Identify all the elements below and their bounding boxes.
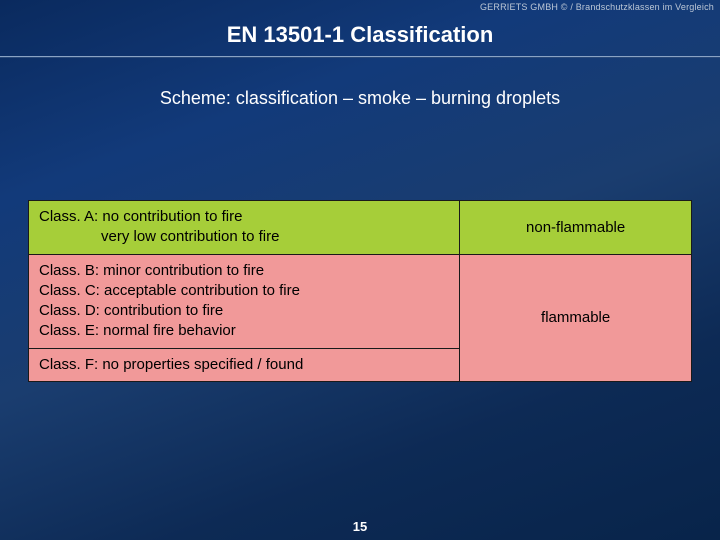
classification-table: Class. A: no contribution to fire very lo… xyxy=(28,200,692,382)
class-cell: Class. A: no contribution to fire very lo… xyxy=(29,201,460,255)
class-line: Class. C: acceptable contribution to fir… xyxy=(39,282,300,299)
classification-table-wrap: Class. A: no contribution to fire very lo… xyxy=(28,200,692,382)
subtitle-text: Scheme: classification – smoke – burning… xyxy=(0,88,720,109)
class-cell: Class. B: minor contribution to fire Clas… xyxy=(29,254,460,348)
copyright-text: GERRIETS GMBH © / Brandschutzklassen im … xyxy=(480,2,714,12)
category-cell: flammable xyxy=(460,254,692,381)
class-line: Class. E: normal fire behavior xyxy=(39,322,236,339)
class-line: Class. A: no contribution to fire xyxy=(39,208,242,225)
class-line: Class. D: contribution to fire xyxy=(39,302,223,319)
class-cell: Class. F: no properties specified / foun… xyxy=(29,348,460,381)
horizontal-rule xyxy=(0,56,720,58)
class-line: Class. B: minor contribution to fire xyxy=(39,262,264,279)
category-cell: non-flammable xyxy=(460,201,692,255)
table-row: Class. A: no contribution to fire very lo… xyxy=(29,201,692,255)
slide: GERRIETS GMBH © / Brandschutzklassen im … xyxy=(0,0,720,540)
class-line: very low contribution to fire xyxy=(39,228,279,245)
page-number: 15 xyxy=(353,519,367,534)
table-row: Class. B: minor contribution to fire Clas… xyxy=(29,254,692,348)
class-line: Class. F: no properties specified / foun… xyxy=(39,356,303,373)
